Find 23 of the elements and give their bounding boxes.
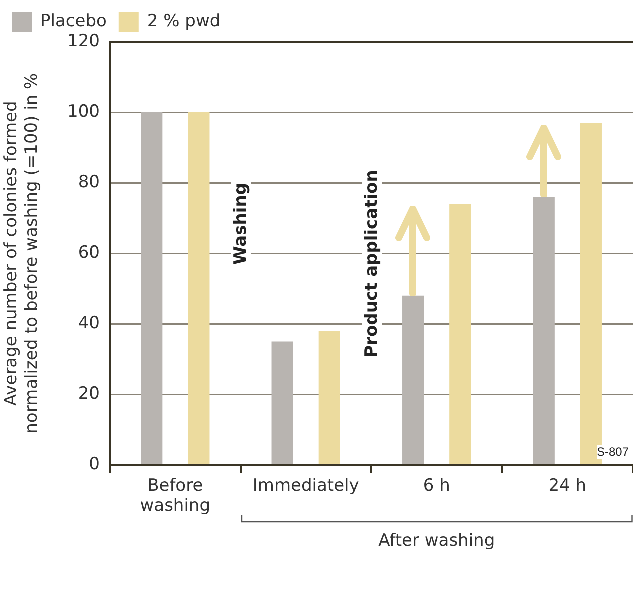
y-tick-label: 80 xyxy=(78,172,100,192)
y-axis-title: Average number of colonies formed normalized to before washing (=100) in % xyxy=(2,73,42,434)
annotation: Washing xyxy=(230,176,251,271)
annotation: Product application xyxy=(362,164,382,364)
x-tick-label: 24 h xyxy=(548,476,587,496)
bar xyxy=(272,342,294,464)
y-tick-label: 100 xyxy=(68,102,100,122)
bar xyxy=(141,112,163,464)
text: After washing xyxy=(378,531,496,552)
x-tick-label: 6 h xyxy=(423,476,450,496)
legend-label: 2 % pwd xyxy=(147,11,221,32)
bar xyxy=(450,204,472,464)
legend-label: Placebo xyxy=(40,11,107,32)
y-tick-label: 0 xyxy=(89,454,100,475)
bar xyxy=(318,331,340,464)
y-tick-label: 20 xyxy=(78,384,100,404)
y-tick-label: 60 xyxy=(78,243,100,264)
y-tick-label: 40 xyxy=(78,314,100,334)
annotation: S-807 xyxy=(596,445,629,460)
y-tick-label: 120 xyxy=(68,31,100,52)
bar xyxy=(188,112,210,464)
x-tick-label: Immediately xyxy=(252,476,360,496)
x-tick-label: Before washing xyxy=(140,476,210,516)
